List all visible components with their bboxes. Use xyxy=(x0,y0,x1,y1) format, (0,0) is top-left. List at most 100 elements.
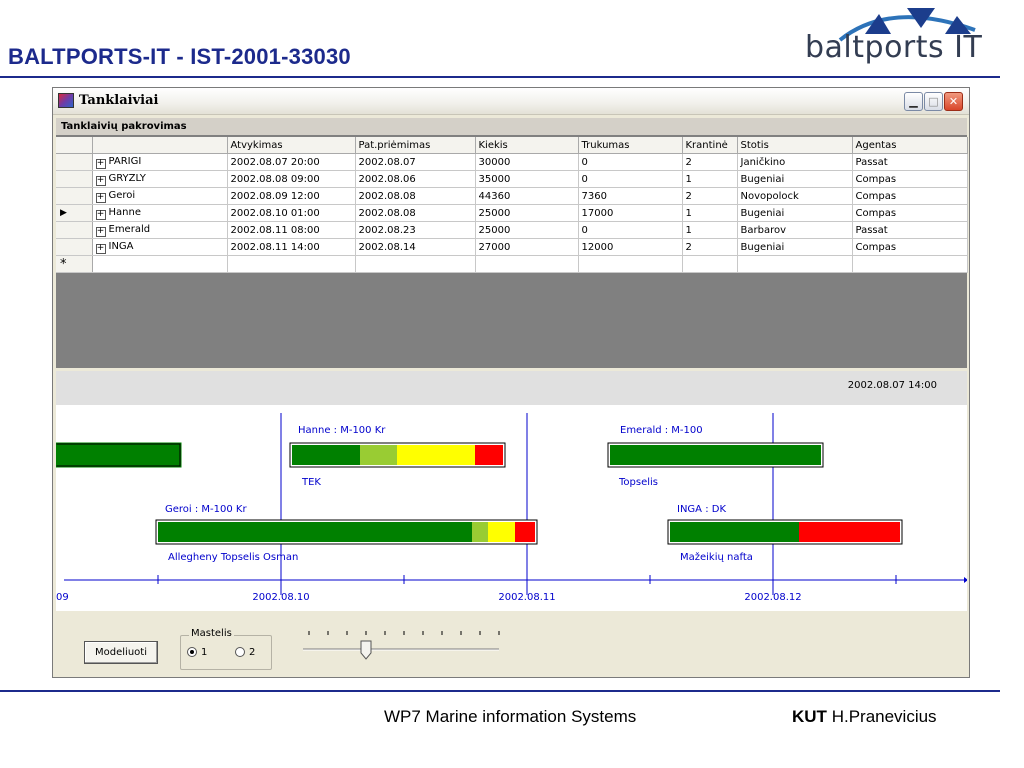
new-row-cell[interactable] xyxy=(92,255,228,273)
row-header[interactable] xyxy=(56,221,93,239)
cell-agentas[interactable]: Passat xyxy=(852,153,968,171)
expand-icon[interactable]: + xyxy=(95,225,106,237)
column-header-agentas[interactable]: Agentas xyxy=(852,137,968,154)
table-row[interactable]: + Geroi 2002.08.09 12:00 2002.08.08 44360 736… xyxy=(56,187,968,205)
cell-atvykimas[interactable]: 2002.08.10 01:00 xyxy=(227,204,356,222)
cell-trukumas[interactable]: 0 xyxy=(578,153,683,171)
cell-trukumas[interactable]: 0 xyxy=(578,221,683,239)
cell-stotis[interactable]: Bugeniai xyxy=(737,204,853,222)
expand-icon[interactable]: + xyxy=(95,208,106,220)
column-header-stotis[interactable]: Stotis xyxy=(737,137,853,154)
cell-priemimas[interactable]: 2002.08.14 xyxy=(355,238,476,256)
cell-atvykimas[interactable]: 2002.08.11 14:00 xyxy=(227,238,356,256)
slider-thumb[interactable] xyxy=(360,640,372,660)
cell-kiekis[interactable]: 35000 xyxy=(475,170,579,188)
row-header[interactable] xyxy=(56,238,93,256)
cell-agentas[interactable]: Compas xyxy=(852,170,968,188)
expand-icon[interactable]: + xyxy=(95,242,106,254)
column-header-atvykimas[interactable]: Atvykimas xyxy=(227,137,356,154)
cell-priemimas[interactable]: 2002.08.07 xyxy=(355,153,476,171)
cell-agentas[interactable]: Compas xyxy=(852,204,968,222)
emerald-sublabel: Topselis xyxy=(618,477,658,488)
new-row[interactable]: * xyxy=(56,255,968,273)
row-header[interactable] xyxy=(56,187,93,205)
maximize-button[interactable]: □ xyxy=(924,92,943,111)
cell-trukumas[interactable]: 0 xyxy=(578,170,683,188)
row-header[interactable] xyxy=(56,153,93,171)
new-row-cell[interactable] xyxy=(852,255,968,273)
cell-name[interactable]: + PARIGI xyxy=(92,153,228,171)
cell-name[interactable]: + INGA xyxy=(92,238,228,256)
scale-option-2-label: 2 xyxy=(249,647,256,658)
cell-stotis[interactable]: Novopolock xyxy=(737,187,853,205)
expand-icon[interactable]: + xyxy=(95,174,106,186)
geroi-bar-yellow xyxy=(488,522,515,542)
new-row-cell[interactable] xyxy=(578,255,683,273)
column-header-trukumas[interactable]: Trukumas xyxy=(578,137,683,154)
current-row-indicator-icon[interactable]: ▶ xyxy=(56,204,93,222)
scale-radio-1[interactable]: 1 xyxy=(187,647,207,658)
cell-priemimas[interactable]: 2002.08.08 xyxy=(355,187,476,205)
cell-krantine[interactable]: 2 xyxy=(682,187,738,205)
new-row-cell[interactable] xyxy=(682,255,738,273)
cell-kiekis[interactable]: 25000 xyxy=(475,221,579,239)
cell-stotis[interactable]: Janičkino xyxy=(737,153,853,171)
cell-atvykimas[interactable]: 2002.08.08 09:00 xyxy=(227,170,356,188)
table-row[interactable]: + PARIGI 2002.08.07 20:00 2002.08.07 30000 0 2… xyxy=(56,153,968,171)
cell-krantine[interactable]: 2 xyxy=(682,238,738,256)
column-header-krantine[interactable]: Krantinė xyxy=(682,137,738,154)
close-button[interactable]: ✕ xyxy=(944,92,963,111)
footer-project: WP7 Marine information Systems xyxy=(384,707,637,726)
cell-kiekis[interactable]: 25000 xyxy=(475,204,579,222)
grid-caption: Tanklaivių pakrovimas xyxy=(56,118,967,136)
column-header-name[interactable] xyxy=(92,137,228,154)
cell-trukumas[interactable]: 12000 xyxy=(578,238,683,256)
cell-priemimas[interactable]: 2002.08.06 xyxy=(355,170,476,188)
cell-krantine[interactable]: 1 xyxy=(682,170,738,188)
cell-trukumas[interactable]: 17000 xyxy=(578,204,683,222)
cell-stotis[interactable]: Bugeniai xyxy=(737,170,853,188)
cell-priemimas[interactable]: 2002.08.23 xyxy=(355,221,476,239)
row-header[interactable] xyxy=(56,170,93,188)
column-header-priemimas[interactable]: Pat.priėmimas xyxy=(355,137,476,154)
cell-name[interactable]: + Geroi xyxy=(92,187,228,205)
cell-atvykimas[interactable]: 2002.08.11 08:00 xyxy=(227,221,356,239)
new-row-cell[interactable] xyxy=(227,255,356,273)
cell-atvykimas[interactable]: 2002.08.07 20:00 xyxy=(227,153,356,171)
cell-agentas[interactable]: Compas xyxy=(852,187,968,205)
cell-name[interactable]: + Hanne xyxy=(92,204,228,222)
minimize-button[interactable]: ▁ xyxy=(904,92,923,111)
cell-name[interactable]: + Emerald xyxy=(92,221,228,239)
cell-priemimas[interactable]: 2002.08.08 xyxy=(355,204,476,222)
cell-atvykimas[interactable]: 2002.08.09 12:00 xyxy=(227,187,356,205)
cell-krantine[interactable]: 2 xyxy=(682,153,738,171)
cell-kiekis[interactable]: 27000 xyxy=(475,238,579,256)
modeliuoti-button[interactable]: Modeliuoti xyxy=(84,641,158,664)
scale-radio-2[interactable]: 2 xyxy=(235,647,255,658)
cell-stotis[interactable]: Barbarov xyxy=(737,221,853,239)
table-row[interactable]: + Emerald 2002.08.11 08:00 2002.08.23 25000 0… xyxy=(56,221,968,239)
cell-agentas[interactable]: Passat xyxy=(852,221,968,239)
cell-trukumas[interactable]: 7360 xyxy=(578,187,683,205)
table-row[interactable]: ▶ + Hanne 2002.08.10 01:00 2002.08.08 25000 17… xyxy=(56,204,968,222)
tankers-table: Atvykimas Pat.priėmimas Kiekis Trukumas … xyxy=(56,137,968,273)
cell-name[interactable]: + GRYZLY xyxy=(92,170,228,188)
expand-icon[interactable]: + xyxy=(95,157,106,169)
table-row[interactable]: + GRYZLY 2002.08.08 09:00 2002.08.06 35000 0 1… xyxy=(56,170,968,188)
gantt-timeline: Hanne : M-100 Kr TEK Emerald : M-100 Top… xyxy=(55,405,968,611)
new-row-cell[interactable] xyxy=(355,255,476,273)
column-header-kiekis[interactable]: Kiekis xyxy=(475,137,579,154)
cell-agentas[interactable]: Compas xyxy=(852,238,968,256)
cell-krantine[interactable]: 1 xyxy=(682,221,738,239)
cell-kiekis[interactable]: 30000 xyxy=(475,153,579,171)
expand-icon[interactable]: + xyxy=(95,191,106,203)
table-row[interactable]: + INGA 2002.08.11 14:00 2002.08.14 27000 1200… xyxy=(56,238,968,256)
new-row-cell[interactable] xyxy=(737,255,853,273)
cell-stotis[interactable]: Bugeniai xyxy=(737,238,853,256)
new-row-cell[interactable] xyxy=(475,255,579,273)
emerald-label: Emerald : M-100 xyxy=(620,425,703,436)
cell-kiekis[interactable]: 44360 xyxy=(475,187,579,205)
zoom-slider[interactable] xyxy=(299,619,509,663)
window-titlebar[interactable]: Tanklaiviai ▁ □ ✕ xyxy=(53,88,969,115)
cell-krantine[interactable]: 1 xyxy=(682,204,738,222)
